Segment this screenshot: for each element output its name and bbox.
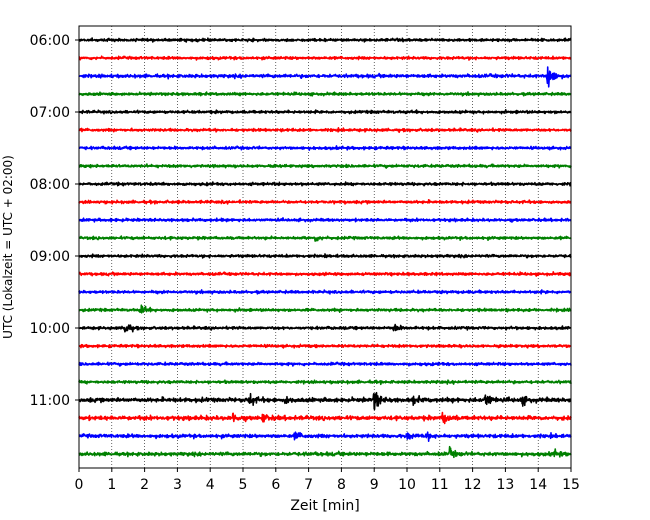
x-tick-label: 8 xyxy=(337,477,346,493)
trace-0800 xyxy=(78,181,572,187)
x-tick-label: 6 xyxy=(271,477,280,493)
x-tick-label: 0 xyxy=(75,477,84,493)
trace-1115 xyxy=(78,411,572,425)
trace-1145 xyxy=(78,445,572,459)
x-tick-label: 3 xyxy=(173,477,182,493)
y-tick-label: 08:00 xyxy=(30,177,70,193)
x-axis-label: Zeit [min] xyxy=(290,498,359,514)
x-tick-label: 1 xyxy=(107,477,116,493)
trace-0845 xyxy=(78,235,572,242)
x-axis-ticks: 0 1 2 3 4 5 6 7 8 9 10 11 12 13 14 15 xyxy=(75,468,580,493)
y-tick-label: 07:00 xyxy=(30,105,70,121)
trace-1130 xyxy=(78,431,572,443)
x-tick-label: 14 xyxy=(529,477,547,493)
trace-0730 xyxy=(78,145,572,151)
trace-1030 xyxy=(78,361,572,367)
x-tick-label: 5 xyxy=(239,477,248,493)
y-axis-ticks: 06:00 07:00 08:00 09:00 10:00 11:00 xyxy=(30,33,79,409)
trace-0700 xyxy=(78,109,572,115)
y-tick-label: 11:00 xyxy=(30,393,70,409)
trace-0745 xyxy=(78,163,572,169)
trace-0915 xyxy=(78,271,572,277)
trace-0715 xyxy=(78,126,572,134)
trace-1015 xyxy=(78,343,572,349)
seismic-traces xyxy=(78,37,572,459)
trace-0830 xyxy=(78,217,572,223)
trace-0615 xyxy=(78,55,572,61)
trace-1045 xyxy=(78,379,572,386)
y-axis-label: UTC (Lokalzeit = UTC + 02:00) xyxy=(1,155,15,339)
x-tick-label: 9 xyxy=(370,477,379,493)
x-tick-label: 4 xyxy=(206,477,215,493)
trace-0645 xyxy=(78,91,572,97)
x-tick-label: 10 xyxy=(398,477,416,493)
x-tick-label: 15 xyxy=(562,477,580,493)
x-tick-label: 13 xyxy=(496,477,514,493)
trace-0900 xyxy=(78,253,572,259)
trace-1100 xyxy=(78,391,572,411)
trace-0945 xyxy=(78,304,572,314)
x-tick-label: 7 xyxy=(304,477,313,493)
trace-0930 xyxy=(78,289,572,295)
trace-0600 xyxy=(78,37,572,43)
y-tick-label: 06:00 xyxy=(30,33,70,49)
x-tick-label: 11 xyxy=(431,477,449,493)
x-tick-label: 2 xyxy=(140,477,149,493)
plot-frame xyxy=(78,25,572,469)
x-tick-label: 12 xyxy=(464,477,482,493)
y-tick-label: 09:00 xyxy=(30,249,70,265)
y-tick-label: 10:00 xyxy=(30,321,70,337)
trace-1000 xyxy=(78,323,572,333)
trace-0815 xyxy=(78,199,572,205)
trace-0630 xyxy=(78,66,572,88)
